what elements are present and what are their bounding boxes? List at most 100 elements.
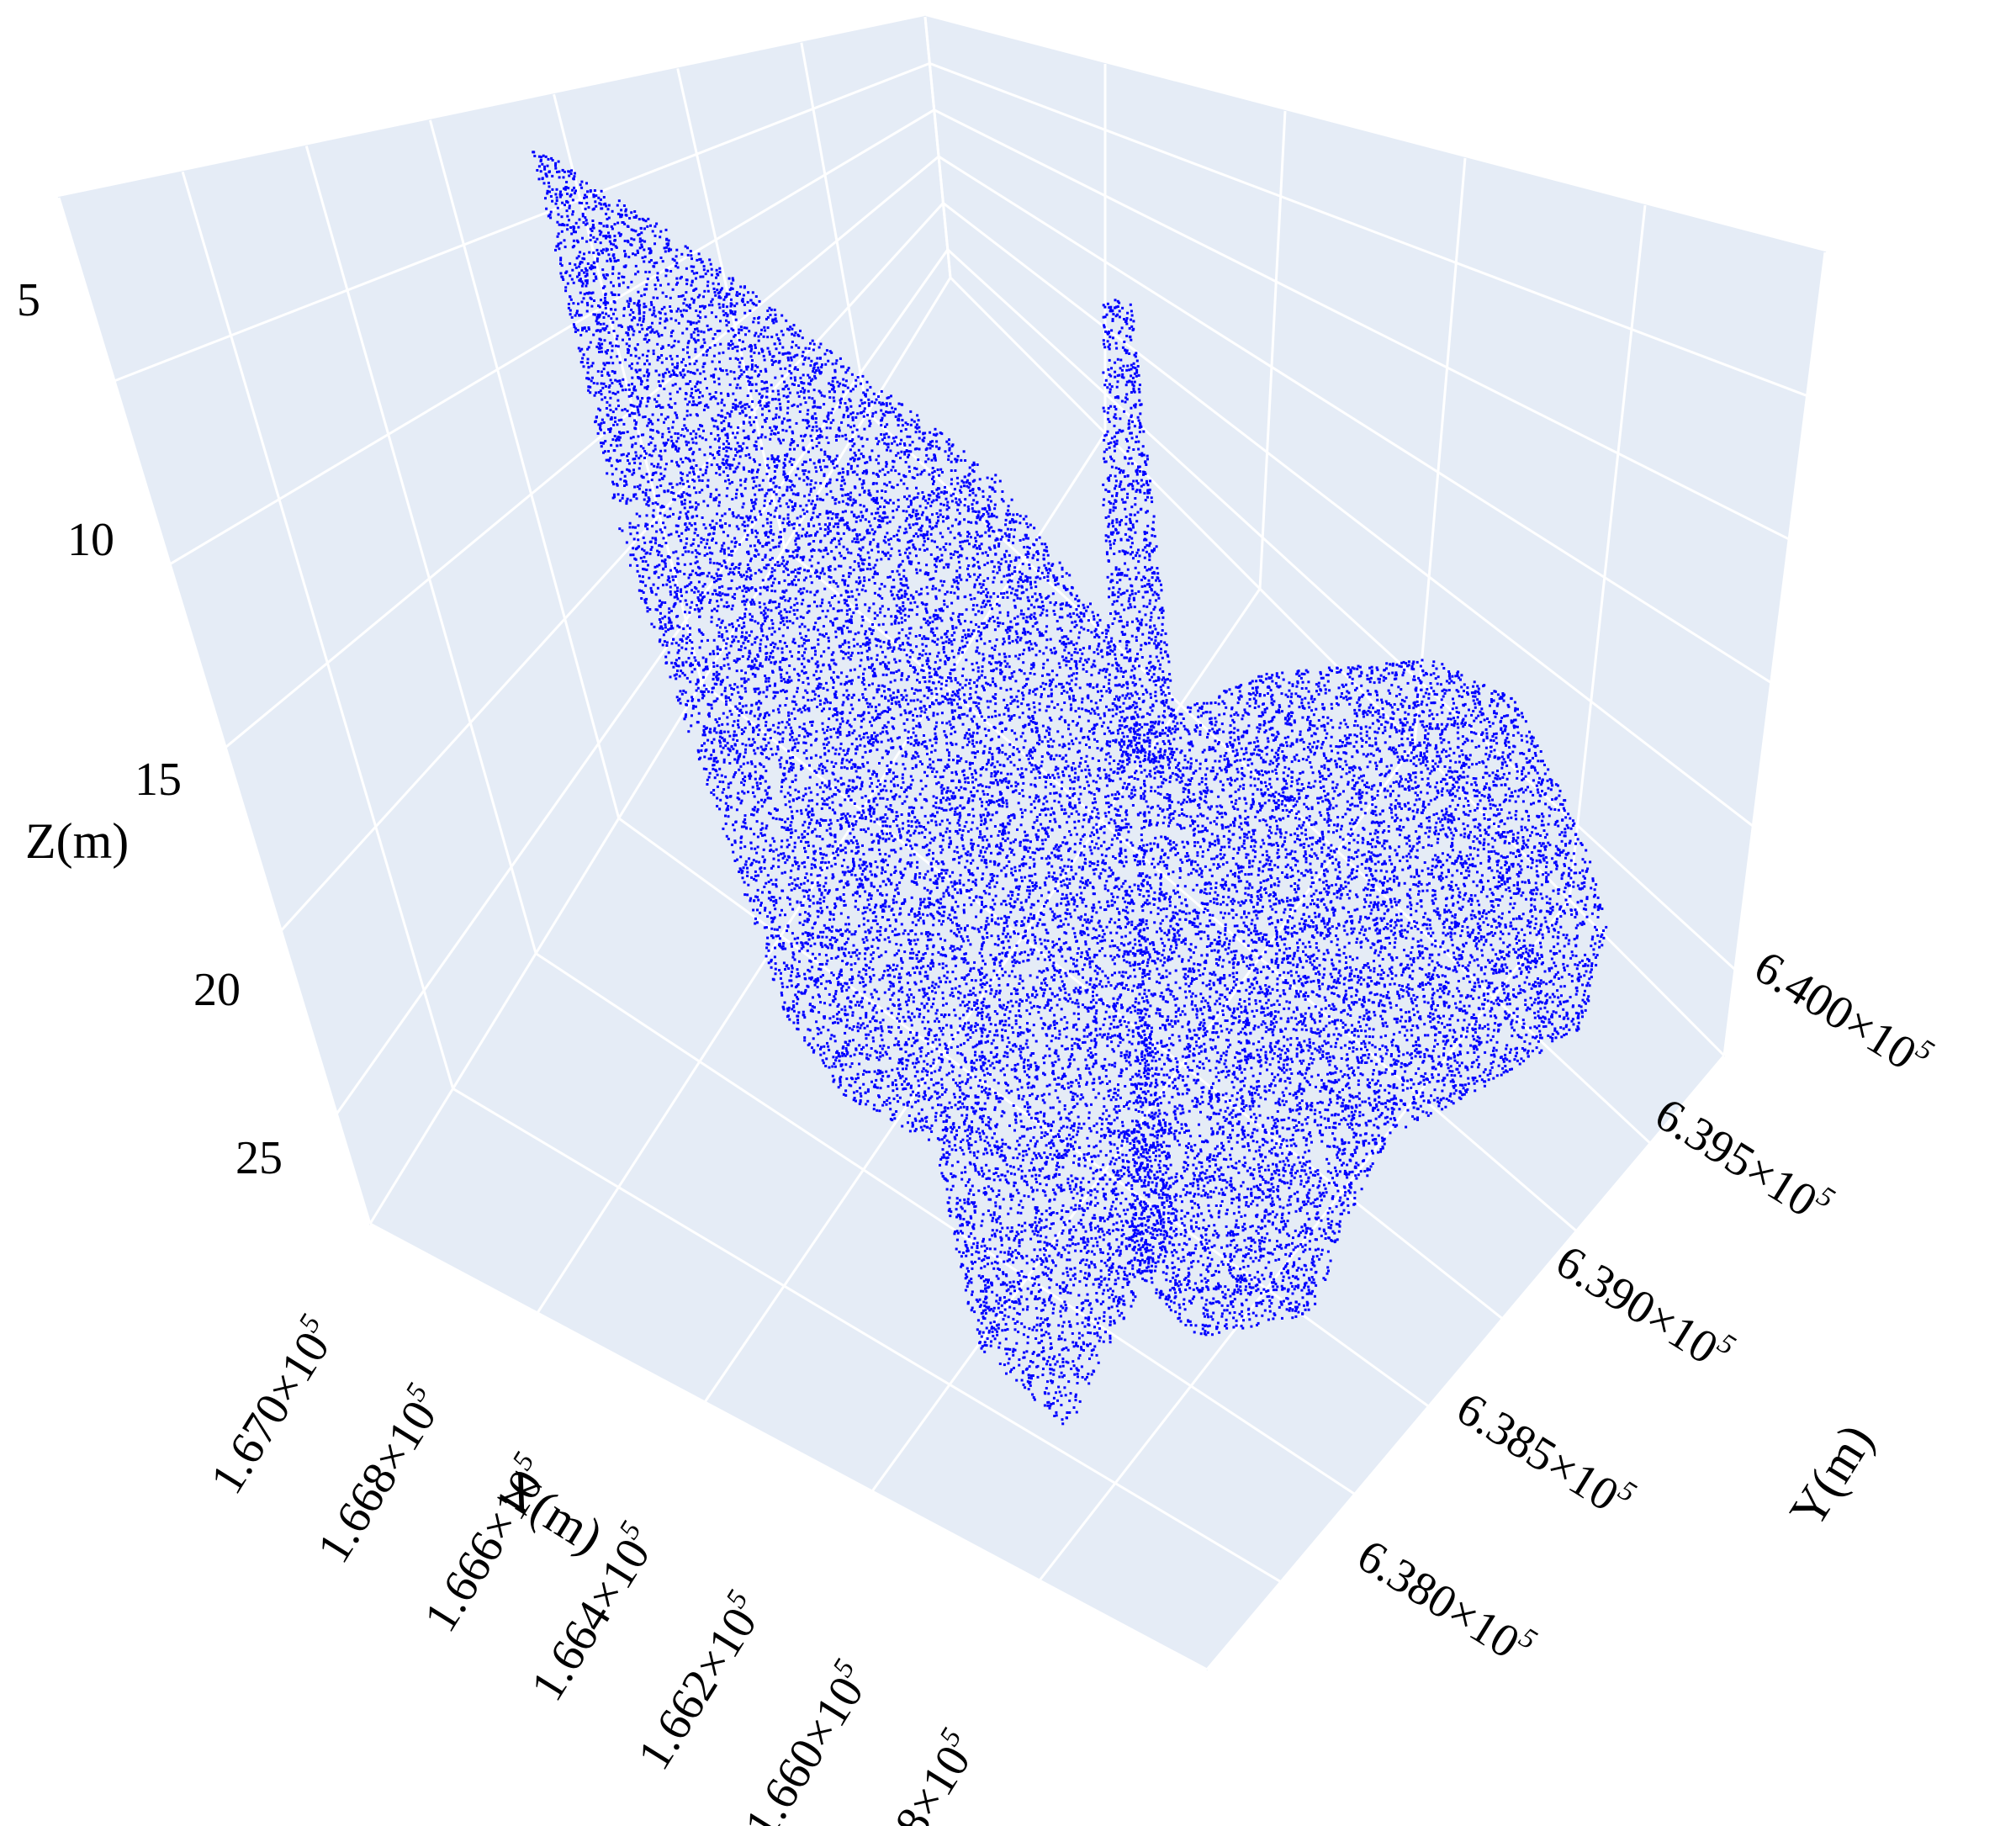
data-point: [991, 486, 994, 490]
data-point: [680, 479, 684, 482]
data-point: [815, 730, 818, 733]
data-point: [1044, 827, 1047, 830]
data-point: [779, 408, 782, 411]
data-point: [1066, 947, 1070, 950]
data-point: [1084, 858, 1087, 860]
data-point: [879, 505, 882, 508]
data-point: [935, 1008, 939, 1012]
data-point: [1107, 752, 1110, 755]
data-point: [953, 948, 956, 951]
data-point: [834, 1059, 838, 1062]
data-point: [1066, 1274, 1070, 1278]
data-point: [1086, 683, 1089, 686]
data-point: [680, 532, 684, 535]
data-point: [1118, 724, 1121, 728]
data-point: [584, 275, 587, 278]
data-point: [692, 331, 696, 334]
data-point: [971, 992, 975, 995]
data-point: [710, 707, 713, 710]
data-point: [811, 932, 814, 935]
data-point: [837, 1086, 840, 1089]
data-point: [888, 940, 892, 944]
data-point: [741, 340, 744, 343]
data-point: [1117, 1228, 1120, 1231]
data-point: [673, 371, 675, 374]
data-point: [595, 260, 599, 263]
data-point: [1119, 666, 1123, 670]
data-point: [657, 553, 660, 557]
data-point: [941, 721, 944, 724]
data-point: [1008, 512, 1011, 516]
data-point: [647, 564, 649, 567]
data-point: [1089, 1072, 1093, 1076]
data-point: [894, 775, 897, 778]
data-point: [914, 873, 918, 876]
data-point: [960, 1066, 963, 1069]
data-point: [979, 739, 982, 743]
data-point: [928, 1028, 931, 1031]
data-point: [868, 1071, 871, 1073]
data-point: [806, 531, 808, 534]
data-point: [970, 993, 973, 997]
data-point: [983, 975, 987, 978]
data-point: [1012, 542, 1014, 545]
data-point: [1007, 1212, 1010, 1215]
data-point: [881, 550, 884, 553]
data-point: [998, 749, 1002, 752]
data-point: [781, 346, 785, 349]
data-point: [950, 1045, 953, 1049]
data-point: [980, 1067, 983, 1071]
data-point: [1145, 1148, 1148, 1151]
data-point: [890, 834, 893, 838]
data-point: [1087, 1180, 1091, 1183]
data-point: [789, 836, 792, 839]
data-point: [932, 857, 934, 860]
data-point: [773, 577, 776, 580]
data-point: [1087, 1145, 1091, 1148]
data-point: [762, 585, 765, 589]
data-point: [737, 726, 740, 729]
data-point: [744, 744, 748, 747]
data-point: [656, 276, 659, 279]
data-point: [973, 755, 976, 759]
data-point: [775, 934, 778, 938]
data-point: [720, 368, 723, 372]
data-point: [667, 438, 669, 442]
data-point: [829, 541, 833, 544]
data-point: [1123, 1172, 1125, 1176]
data-point: [950, 524, 954, 527]
data-point: [830, 865, 833, 868]
data-point: [1003, 532, 1007, 535]
data-point: [763, 358, 766, 362]
data-point: [1113, 1108, 1116, 1111]
data-point: [1017, 1035, 1020, 1038]
data-point: [754, 572, 757, 575]
data-point: [717, 352, 721, 355]
data-point: [1134, 1295, 1137, 1299]
data-point: [915, 844, 918, 847]
data-point: [1085, 920, 1088, 924]
data-point: [1085, 670, 1088, 673]
data-point: [687, 340, 691, 343]
data-point: [1097, 847, 1100, 850]
data-point: [643, 374, 646, 378]
data-point: [702, 429, 705, 432]
data-point: [991, 762, 994, 765]
data-point: [790, 377, 792, 380]
data-point: [783, 529, 786, 532]
data-point: [916, 426, 919, 430]
data-point: [817, 685, 820, 688]
data-point: [832, 419, 835, 422]
data-point: [643, 363, 646, 366]
data-point: [1085, 754, 1088, 758]
data-point: [934, 1090, 937, 1093]
data-point: [823, 731, 826, 734]
data-point: [749, 577, 753, 580]
data-point: [1109, 1320, 1112, 1323]
data-point: [1056, 620, 1059, 622]
data-point: [836, 526, 839, 529]
data-point: [899, 563, 902, 566]
data-point: [841, 632, 844, 635]
data-point: [968, 682, 971, 685]
data-point: [722, 351, 725, 354]
